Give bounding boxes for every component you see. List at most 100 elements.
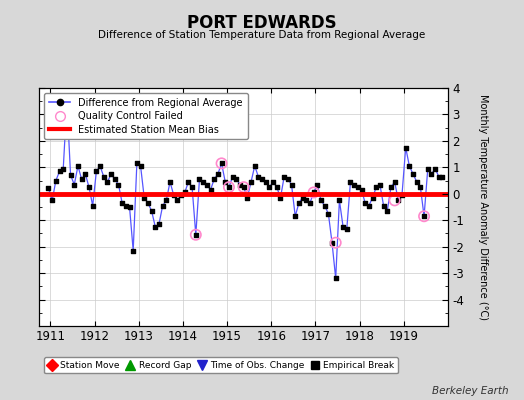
Point	[45, 185, 53, 192]
Point	[416, 184, 424, 190]
Point	[239, 184, 248, 190]
Point	[423, 166, 432, 172]
Point	[59, 166, 68, 172]
Point	[394, 197, 402, 204]
Point	[313, 181, 322, 188]
Point	[89, 202, 97, 209]
Point	[294, 200, 303, 206]
Point	[305, 200, 314, 206]
Point	[387, 184, 395, 190]
Point	[254, 173, 263, 180]
Point	[405, 163, 413, 169]
Point	[265, 184, 274, 190]
Point	[427, 171, 435, 177]
Point	[192, 232, 200, 238]
Point	[203, 181, 211, 188]
Point	[70, 181, 79, 188]
Point	[280, 173, 288, 180]
Point	[258, 176, 266, 182]
Point	[243, 194, 252, 201]
Point	[339, 224, 347, 230]
Point	[147, 208, 156, 214]
Point	[298, 194, 307, 201]
Point	[317, 197, 325, 204]
Point	[343, 226, 351, 233]
Point	[365, 202, 373, 209]
Point	[420, 213, 428, 220]
Point	[111, 176, 119, 182]
Point	[272, 184, 281, 190]
Point	[129, 248, 137, 254]
Point	[412, 179, 421, 185]
Point	[398, 192, 406, 198]
Point	[401, 144, 410, 151]
Point	[225, 184, 233, 190]
Point	[158, 202, 167, 209]
Point	[250, 163, 259, 169]
Point	[195, 176, 204, 182]
Point	[144, 200, 152, 206]
Point	[214, 171, 222, 177]
Point	[247, 179, 255, 185]
Point	[136, 163, 145, 169]
Point	[56, 168, 64, 174]
Point	[199, 179, 208, 185]
Point	[85, 184, 93, 190]
Point	[114, 181, 123, 188]
Point	[125, 204, 134, 210]
Point	[302, 197, 310, 204]
Point	[181, 189, 189, 196]
Point	[225, 184, 233, 190]
Point	[67, 172, 75, 178]
Point	[155, 221, 163, 227]
Point	[332, 275, 340, 282]
Point	[372, 184, 380, 190]
Point	[309, 189, 318, 196]
Point	[151, 224, 159, 230]
Point	[170, 192, 178, 198]
Point	[239, 184, 248, 190]
Point	[283, 176, 292, 182]
Point	[390, 179, 399, 185]
Point	[103, 179, 112, 185]
Point	[184, 179, 193, 185]
Point	[269, 179, 277, 185]
Y-axis label: Monthly Temperature Anomaly Difference (°C): Monthly Temperature Anomaly Difference (…	[478, 94, 488, 320]
Point	[140, 194, 148, 201]
Point	[74, 163, 82, 169]
Point	[431, 166, 439, 172]
Point	[335, 197, 344, 204]
Point	[321, 202, 329, 209]
Point	[309, 189, 318, 196]
Legend: Station Move, Record Gap, Time of Obs. Change, Empirical Break: Station Move, Record Gap, Time of Obs. C…	[44, 357, 398, 374]
Point	[291, 213, 299, 220]
Point	[409, 171, 417, 177]
Point	[368, 194, 377, 201]
Point	[177, 192, 185, 198]
Point	[63, 98, 71, 104]
Point	[324, 210, 333, 217]
Text: Berkeley Earth: Berkeley Earth	[432, 386, 508, 396]
Point	[332, 240, 340, 246]
Point	[210, 176, 219, 182]
Point	[52, 177, 60, 184]
Point	[221, 179, 230, 185]
Point	[376, 181, 384, 188]
Point	[100, 173, 108, 180]
Point	[78, 176, 86, 182]
Point	[96, 163, 104, 169]
Point	[346, 179, 355, 185]
Point	[206, 187, 215, 193]
Point	[192, 232, 200, 238]
Point	[420, 213, 428, 220]
Point	[122, 202, 130, 209]
Point	[173, 197, 182, 204]
Text: Difference of Station Temperature Data from Regional Average: Difference of Station Temperature Data f…	[99, 30, 425, 40]
Point	[217, 160, 226, 166]
Point	[118, 200, 126, 206]
Point	[188, 184, 196, 190]
Point	[48, 197, 57, 204]
Point	[81, 171, 90, 177]
Point	[162, 197, 170, 204]
Point	[379, 202, 388, 209]
